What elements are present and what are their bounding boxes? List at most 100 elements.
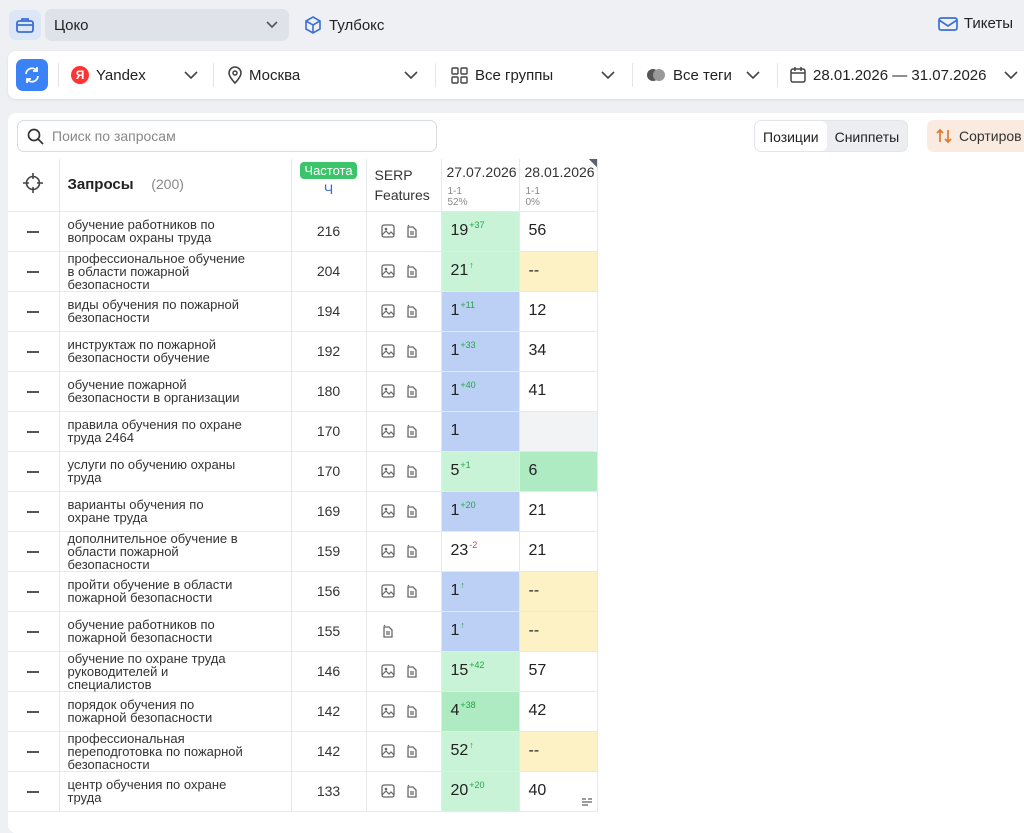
- chevron-down-icon[interactable]: [600, 68, 616, 82]
- position-cell[interactable]: 1↑: [441, 159, 597, 652]
- position-cell[interactable]: 52↑: [441, 159, 597, 772]
- position-cell[interactable]: [519, 411, 598, 452]
- row-toggle[interactable]: [8, 211, 60, 252]
- chevron-down-icon[interactable]: [745, 68, 761, 82]
- row-toggle[interactable]: [8, 691, 60, 732]
- project-select[interactable]: Цоко: [45, 9, 289, 41]
- position-cell[interactable]: 4+38: [441, 159, 597, 732]
- query-cell[interactable]: услуги по обучению охраны труда: [59, 451, 292, 492]
- query-cell[interactable]: виды обучения по пожарной безопасности: [59, 291, 292, 332]
- table-row[interactable]: профессиональная переподготовка по пожар…: [8, 159, 598, 772]
- row-toggle[interactable]: [8, 411, 60, 452]
- table-row[interactable]: обучение работников по вопросам охраны т…: [8, 159, 598, 252]
- table-row[interactable]: пройти обучение в области пожарной безоп…: [8, 159, 598, 612]
- chevron-down-icon[interactable]: [403, 68, 419, 82]
- toolbox-link[interactable]: Тулбокс: [303, 15, 384, 35]
- row-toggle[interactable]: [8, 331, 60, 372]
- position-cell[interactable]: 34: [519, 331, 598, 372]
- table-row[interactable]: обучение пожарной безопасности в организ…: [8, 159, 598, 412]
- row-toggle[interactable]: [8, 571, 60, 612]
- position-cell[interactable]: 1+20: [441, 159, 597, 532]
- position-cell[interactable]: 6: [519, 451, 598, 492]
- frequency-value: 192: [316, 343, 341, 359]
- date1-header[interactable]: 27.07.2026 1-1 52%: [441, 159, 520, 212]
- query-cell[interactable]: правила обучения по охране труда 2464: [59, 411, 292, 452]
- tab-snippets[interactable]: Сниппеты: [834, 129, 900, 145]
- query-cell[interactable]: варианты обучения по охране труда: [59, 491, 292, 532]
- table-row[interactable]: услуги по обучению охраны труда 170 5+1 6: [8, 451, 598, 492]
- row-toggle[interactable]: [8, 251, 60, 292]
- position-cell[interactable]: --: [519, 571, 598, 612]
- query-cell[interactable]: обучение работников по пожарной безопасн…: [59, 611, 292, 652]
- query-cell[interactable]: обучение пожарной безопасности в организ…: [59, 371, 292, 412]
- position-cell[interactable]: 23-2: [441, 531, 520, 572]
- row-toggle[interactable]: [8, 771, 60, 812]
- table-row[interactable]: варианты обучения по охране труда 169 1+20…: [8, 159, 598, 532]
- position-cell[interactable]: 42: [519, 691, 598, 732]
- query-cell[interactable]: профессиональная переподготовка по пожар…: [59, 731, 292, 772]
- row-toggle[interactable]: [8, 451, 60, 492]
- position-cell[interactable]: 40: [519, 771, 598, 812]
- position-cell[interactable]: 1+33: [441, 159, 597, 806]
- row-toggle[interactable]: [8, 291, 60, 332]
- position-cell[interactable]: --: [519, 611, 598, 652]
- row-toggle[interactable]: [8, 611, 60, 652]
- query-cell[interactable]: обучение по охране труда руководителей и…: [59, 651, 292, 692]
- query-cell[interactable]: инструктаж по пожарной безопасности обуч…: [59, 331, 292, 372]
- table-row[interactable]: виды обучения по пожарной безопасности 19…: [8, 159, 598, 806]
- position-cell[interactable]: 21: [519, 531, 598, 572]
- table-row[interactable]: обучение по охране труда руководителей и…: [8, 159, 598, 692]
- query-cell[interactable]: пройти обучение в области пожарной безоп…: [59, 571, 292, 612]
- row-toggle[interactable]: [8, 731, 60, 772]
- table-row[interactable]: профессиональное обучение в области пожа…: [8, 159, 598, 292]
- tickets-link[interactable]: Тикеты: [938, 15, 1013, 32]
- query-cell[interactable]: обучение работников по вопросам охраны т…: [59, 211, 292, 252]
- position-cell[interactable]: 57: [519, 651, 598, 692]
- position-cell[interactable]: 21↑: [441, 159, 597, 292]
- tags-select[interactable]: Все теги: [646, 51, 732, 99]
- position-cell[interactable]: 5+1: [441, 451, 520, 492]
- position-cell[interactable]: 19+37: [441, 159, 597, 252]
- region-select[interactable]: Москва: [228, 51, 300, 99]
- query-cell[interactable]: дополнительное обучение в области пожарн…: [59, 531, 292, 572]
- groups-select[interactable]: Все группы: [451, 51, 553, 99]
- briefcase-icon[interactable]: [9, 10, 41, 40]
- refresh-button[interactable]: [16, 59, 48, 91]
- position-cell[interactable]: 1+40: [441, 159, 597, 412]
- query-cell[interactable]: центр обучения по охране труда: [59, 771, 292, 812]
- row-toggle[interactable]: [8, 371, 60, 412]
- row-toggle[interactable]: [8, 491, 60, 532]
- chevron-down-icon[interactable]: [183, 68, 199, 82]
- position-cell[interactable]: 21: [519, 491, 598, 532]
- target-header[interactable]: [8, 159, 60, 212]
- queries-header[interactable]: Запросы (200): [59, 159, 292, 212]
- date-range-select[interactable]: 28.01.2026 — 31.07.2026: [790, 51, 986, 99]
- search-input[interactable]: Поиск по запросам: [17, 120, 437, 152]
- position-cell[interactable]: --: [519, 251, 598, 292]
- engine-select[interactable]: Я Yandex: [71, 51, 146, 99]
- position-cell[interactable]: 1: [441, 411, 520, 452]
- query-cell[interactable]: порядок обучения по пожарной безопасност…: [59, 691, 292, 732]
- table-row[interactable]: обучение работников по пожарной безопасн…: [8, 159, 598, 652]
- tab-positions[interactable]: Позиции: [755, 121, 827, 151]
- position-cell[interactable]: 41: [519, 371, 598, 412]
- query-cell[interactable]: профессиональное обучение в области пожа…: [59, 251, 292, 292]
- frequency-header[interactable]: Частота Ч: [291, 159, 367, 212]
- position-cell[interactable]: 1+11: [441, 159, 597, 806]
- table-row[interactable]: центр обучения по охране труда 133 20+20 40: [8, 771, 598, 812]
- row-toggle[interactable]: [8, 531, 60, 572]
- table-row[interactable]: порядок обучения по пожарной безопасност…: [8, 159, 598, 732]
- position-cell[interactable]: 15+42: [441, 159, 597, 692]
- chevron-down-icon[interactable]: [1003, 68, 1019, 82]
- position-cell[interactable]: --: [519, 731, 598, 772]
- row-toggle[interactable]: [8, 651, 60, 692]
- table-row[interactable]: дополнительное обучение в области пожарн…: [8, 531, 598, 572]
- table-row[interactable]: правила обучения по охране труда 2464 170…: [8, 411, 598, 452]
- position-cell[interactable]: 56: [519, 211, 598, 252]
- table-row[interactable]: инструктаж по пожарной безопасности обуч…: [8, 159, 598, 806]
- date2-header[interactable]: 28.01.2026 1-1 0%: [519, 159, 598, 212]
- position-cell[interactable]: 20+20: [441, 771, 520, 812]
- position-cell[interactable]: 12: [519, 291, 598, 332]
- position-cell[interactable]: 1↑: [441, 159, 597, 612]
- sort-button[interactable]: Сортиров: [927, 120, 1024, 152]
